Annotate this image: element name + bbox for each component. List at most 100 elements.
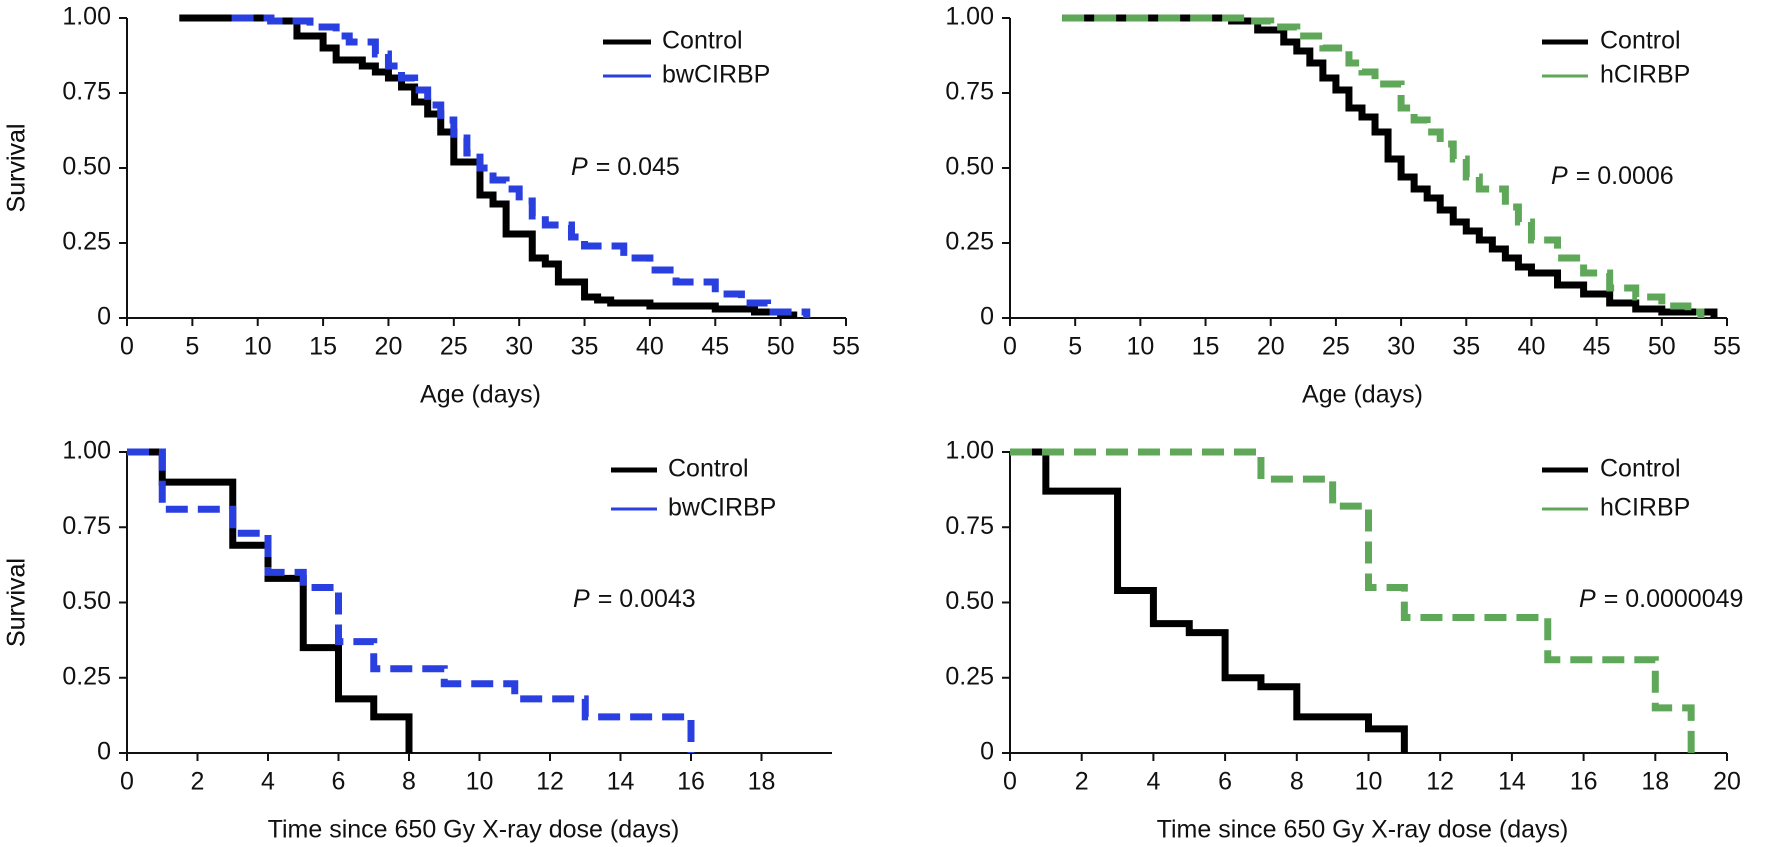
y-axis-label: Survival	[3, 124, 31, 213]
y-tick-label: 0	[980, 738, 994, 766]
y-tick-label: 0.25	[62, 228, 111, 256]
p-value: = 0.045	[596, 153, 680, 181]
x-tick-label: 20	[375, 333, 403, 361]
survival-curve	[127, 448, 413, 753]
x-tick-label: 30	[1387, 333, 1415, 361]
x-tick-label: 45	[1583, 333, 1611, 361]
x-tick-label: 50	[1648, 333, 1676, 361]
x-tick-label: 12	[536, 768, 564, 796]
legend-label: hCIRBP	[1600, 494, 1690, 522]
p-symbol: P	[573, 585, 590, 613]
panel: 00.250.500.751.000 5 10 15 20 25 30 35 40 45 50 55A…	[3, 3, 1741, 409]
survival-curve	[1010, 448, 1408, 753]
y-tick-label: 1.00	[62, 437, 111, 465]
x-tick-label: 2	[191, 768, 205, 796]
legend-label: Control	[662, 27, 743, 55]
x-tick-label: 8	[402, 768, 416, 796]
x-tick-label: 15	[309, 333, 337, 361]
y-tick-label: 1.00	[62, 3, 111, 31]
y-tick-label: 0	[97, 738, 111, 766]
panel: 0 0.25 0.50 0.75 1.00 0 5 10 15 20 25 30 35 40 45 50 55 A…	[3, 3, 860, 409]
y-tick-label: 0.50	[62, 153, 111, 181]
legend-label: bwCIRBP	[662, 61, 770, 89]
x-tick-label: 6	[1218, 768, 1232, 796]
legend-label: Control	[1600, 27, 1681, 55]
x-tick-label: 0	[1003, 333, 1017, 361]
y-tick-label: 0.50	[945, 587, 994, 615]
y-tick-label: 0.75	[62, 78, 111, 106]
x-tick-label: 18	[748, 768, 776, 796]
x-tick-label: 2	[1075, 768, 1089, 796]
p-value-annotation: P = 0.0000049	[1579, 585, 1743, 613]
legend-label: Control	[668, 455, 749, 483]
x-tick-label: 55	[832, 333, 860, 361]
x-tick-label: 20	[1713, 768, 1741, 796]
x-tick-label: 40	[636, 333, 664, 361]
y-tick-label: 0.25	[945, 228, 994, 256]
legend-label: bwCIRBP	[668, 494, 776, 522]
x-tick-label: 10	[244, 333, 272, 361]
x-tick-label: 0	[1003, 768, 1017, 796]
x-tick-label: 20	[1257, 333, 1285, 361]
p-value-annotation: P = 0.0006	[1551, 162, 1674, 190]
x-tick-label: 8	[1290, 768, 1304, 796]
panel: 0 0.25 0.50 0.75 1.00 0 2 4 6 8 10 12 14 16 18 Time sin…	[3, 437, 832, 844]
legend-label: hCIRBP	[1600, 61, 1690, 89]
survival-curve	[1062, 14, 1718, 318]
y-axis-label: Survival	[3, 558, 31, 647]
x-tick-label: 0	[120, 768, 134, 796]
x-tick-label: 12	[1426, 768, 1454, 796]
p-value: = 0.0000049	[1604, 585, 1744, 613]
x-axis-label: Time since 650 Gy X-ray dose (days)	[1157, 816, 1569, 844]
y-tick-label: 0.50	[945, 153, 994, 181]
survival-curve	[1010, 448, 1695, 753]
x-tick-label: 25	[1322, 333, 1350, 361]
x-tick-label: 18	[1641, 768, 1669, 796]
x-tick-label: 45	[701, 333, 729, 361]
x-tick-label: 35	[1452, 333, 1480, 361]
x-axis-label: Time since 650 Gy X-ray dose (days)	[268, 816, 680, 844]
y-tick-label: 0.75	[62, 512, 111, 540]
x-axis-label: Age (days)	[1302, 381, 1423, 409]
x-tick-label: 6	[332, 768, 346, 796]
x-tick-label: 10	[1355, 768, 1383, 796]
x-tick-label: 10	[1126, 333, 1154, 361]
y-tick-label: 1.00	[945, 437, 994, 465]
y-tick-label: 0.25	[62, 662, 111, 690]
x-tick-label: 25	[440, 333, 468, 361]
survival-curve	[1062, 14, 1705, 318]
x-tick-label: 5	[1068, 333, 1082, 361]
x-tick-label: 4	[261, 768, 275, 796]
p-symbol: P	[571, 153, 588, 181]
y-axis-label: Survival	[3, 124, 31, 213]
survival-curve	[179, 14, 798, 319]
p-value-annotation: P = 0.045	[571, 153, 680, 181]
p-value: = 0.0043	[598, 585, 696, 613]
x-tick-label: 55	[1713, 333, 1741, 361]
y-axis-label: Survival	[3, 558, 31, 647]
x-tick-label: 4	[1146, 768, 1160, 796]
x-tick-label: 5	[185, 333, 199, 361]
p-value: = 0.0006	[1576, 162, 1674, 190]
x-tick-label: 16	[677, 768, 705, 796]
x-tick-label: 50	[767, 333, 795, 361]
y-tick-label: 1.00	[945, 3, 994, 31]
y-tick-label: 0	[97, 303, 111, 331]
p-symbol: P	[1579, 585, 1596, 613]
y-tick-label: 0	[980, 303, 994, 331]
x-tick-label: 0	[120, 333, 134, 361]
x-tick-label: 40	[1518, 333, 1546, 361]
p-symbol: P	[1551, 162, 1568, 190]
x-tick-label: 16	[1570, 768, 1598, 796]
x-axis-label: Age (days)	[420, 381, 541, 409]
x-tick-label: 35	[571, 333, 599, 361]
x-tick-label: 30	[505, 333, 533, 361]
y-tick-label: 0.50	[62, 587, 111, 615]
x-tick-label: 14	[1498, 768, 1526, 796]
legend-label: Control	[1600, 455, 1681, 483]
survival-curve	[231, 14, 811, 318]
y-tick-label: 0.25	[945, 662, 994, 690]
p-value-annotation: P = 0.0043	[573, 585, 696, 613]
